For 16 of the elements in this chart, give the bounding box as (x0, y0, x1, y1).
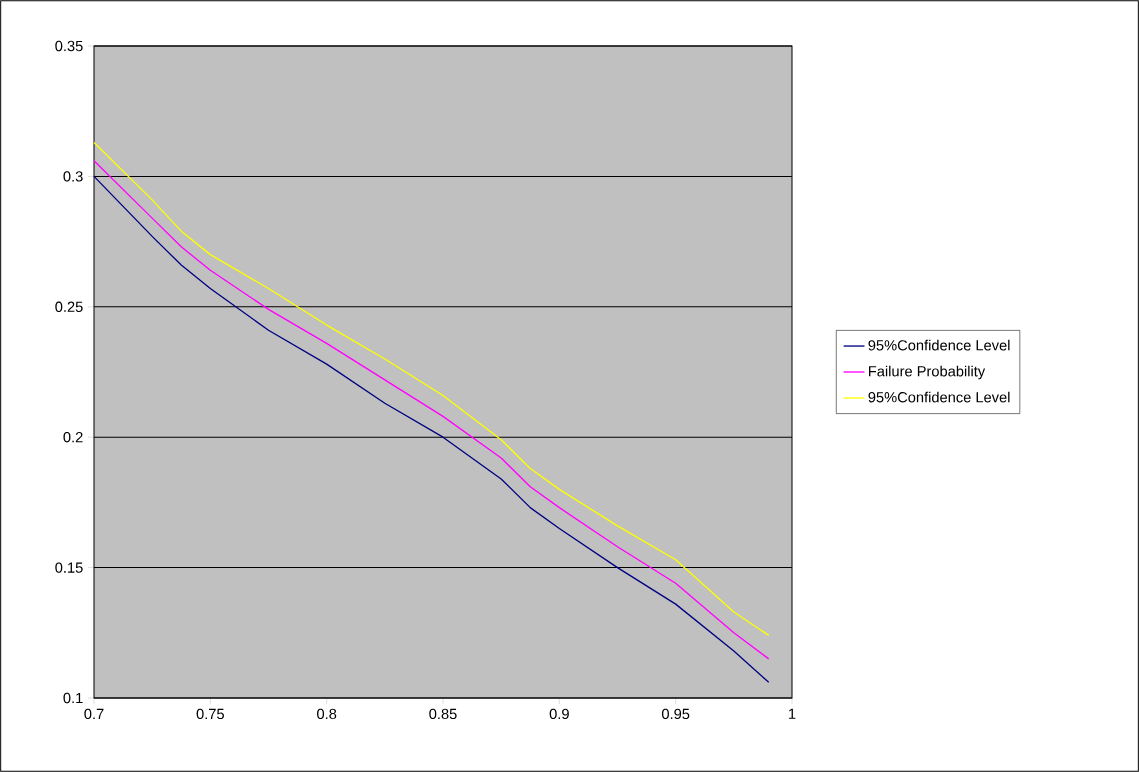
y-tick-label: 0.25 (55, 301, 83, 312)
y-tick-label: 0.2 (63, 432, 83, 443)
x-tick-label: 0.7 (84, 708, 104, 720)
x-tick-label: 0.9 (549, 708, 569, 720)
x-tick-label: 0.85 (429, 708, 457, 720)
x-tick-label: 0.75 (196, 708, 224, 720)
legend-label: 95%Confidence Level (868, 391, 1010, 403)
legend-label: 95%Confidence Level (868, 339, 1010, 351)
x-tick-label: 1 (789, 708, 796, 719)
y-tick-label: 0.1 (63, 692, 83, 704)
y-tick-label: 0.15 (55, 562, 83, 573)
y-tick-label: 0.35 (55, 40, 83, 52)
x-tick-label: 0.8 (317, 708, 337, 720)
x-tick-label: 0.95 (661, 708, 690, 720)
legend-label: Failure Probability (869, 365, 986, 380)
y-tick-label: 0.3 (63, 171, 83, 182)
